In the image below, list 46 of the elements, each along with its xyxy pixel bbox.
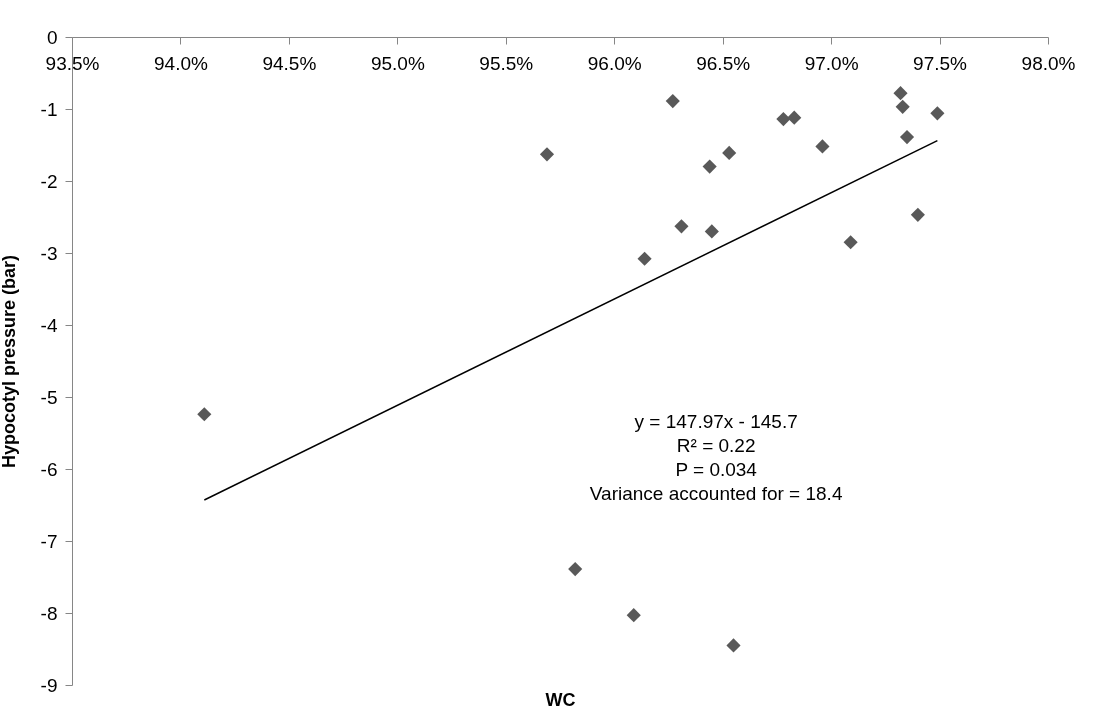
point [899, 130, 915, 145]
x-tick-label: 95.0% [370, 52, 425, 74]
point [776, 112, 791, 127]
point [539, 147, 555, 162]
y-tick-label: -7 [40, 530, 58, 552]
point [626, 608, 641, 623]
point [726, 638, 741, 653]
point [815, 139, 830, 154]
point [568, 562, 583, 577]
y-tick-label: -8 [40, 602, 58, 624]
x-tick-label: 94.0% [154, 52, 208, 74]
point [665, 94, 680, 109]
annotation: y = 147.97x - 145.7 [634, 410, 798, 432]
x-tick-label: 93.5% [45, 52, 100, 74]
point [930, 106, 945, 121]
y-tick-label: -2 [40, 170, 58, 192]
y-tick-label: -3 [40, 242, 58, 264]
point [704, 224, 719, 239]
point [722, 145, 737, 160]
y-tick-label: -6 [40, 458, 58, 480]
point [787, 110, 802, 125]
annotation: R² = 0.22 [676, 434, 756, 456]
y-tick-label: 0 [46, 26, 58, 48]
y-axis-title: Hypocotyl pressure (bar) [0, 254, 19, 469]
x-tick-label: 95.5% [479, 52, 534, 74]
x-tick-label: 97.0% [804, 52, 859, 74]
x-tick-label: 94.5% [262, 52, 317, 74]
x-axis-title: WC [545, 689, 576, 710]
y-tick-label: -5 [40, 386, 58, 408]
point [674, 219, 689, 234]
point [895, 99, 910, 114]
point [637, 251, 652, 266]
point [893, 86, 908, 101]
annotation: Variance accounted for = 18.4 [589, 482, 843, 504]
y-tick-label: -9 [40, 674, 58, 696]
x-tick-label: 98.0% [1021, 52, 1076, 74]
point [910, 207, 925, 222]
x-tick-label: 97.5% [913, 52, 968, 74]
annotation: P = 0.034 [675, 458, 758, 480]
y-tick-label: -1 [40, 98, 58, 120]
x-tick-label: 96.0% [587, 52, 642, 74]
x-tick-label: 96.5% [696, 52, 751, 74]
y-tick-label: -4 [40, 314, 58, 336]
point [197, 407, 212, 422]
point [843, 235, 858, 250]
point [702, 159, 717, 174]
